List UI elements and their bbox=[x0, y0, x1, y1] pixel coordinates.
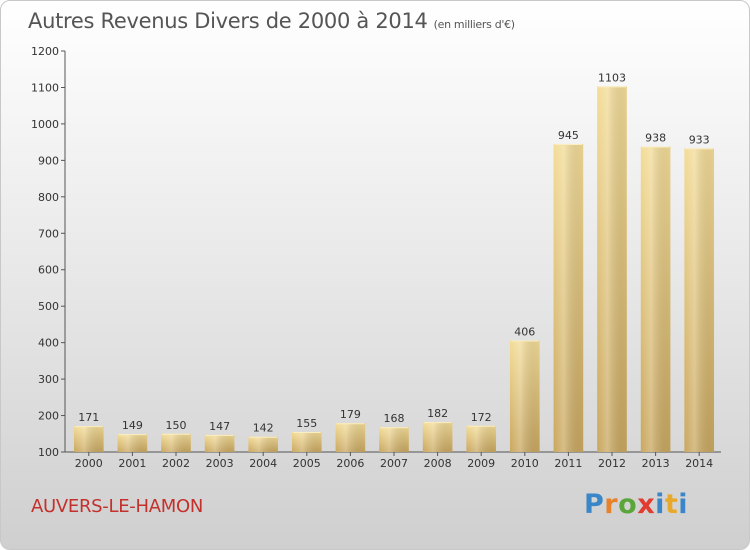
logo-letter: P bbox=[584, 489, 605, 520]
y-tick-label: 700 bbox=[38, 227, 59, 240]
y-tick-label: 600 bbox=[38, 264, 59, 277]
logo-letter: i bbox=[655, 489, 665, 520]
value-label-2006: 179 bbox=[340, 408, 361, 421]
y-tick-label: 100 bbox=[38, 446, 59, 459]
bar-highlight-2014 bbox=[684, 148, 715, 453]
bar-highlight-2000 bbox=[73, 426, 104, 452]
unit-label: (en milliers d'€) bbox=[433, 18, 515, 31]
logo-letter: t bbox=[664, 489, 679, 520]
logo-letter: i bbox=[678, 489, 689, 520]
value-label-2003: 147 bbox=[209, 420, 230, 433]
value-label-2001: 149 bbox=[122, 419, 143, 432]
x-tick-label-2010: 2010 bbox=[511, 457, 539, 470]
value-label-2002: 150 bbox=[166, 419, 187, 432]
bar-highlight-2001 bbox=[117, 434, 148, 452]
value-label-2013: 938 bbox=[645, 132, 666, 145]
bar-highlight-2010 bbox=[509, 340, 540, 452]
bar-highlight-2008 bbox=[422, 422, 453, 452]
value-label-2014: 933 bbox=[689, 133, 710, 146]
y-tick-label: 300 bbox=[38, 373, 59, 386]
bar-highlight-2005 bbox=[291, 431, 322, 452]
x-tick-label-2004: 2004 bbox=[249, 457, 277, 470]
y-tick-label: 800 bbox=[38, 191, 59, 204]
bar-highlight-2011 bbox=[553, 143, 584, 452]
y-tick-label: 200 bbox=[38, 410, 59, 423]
bar-highlight-2013 bbox=[640, 146, 671, 452]
bar-highlight-2003 bbox=[204, 434, 235, 452]
chart-title-text: Autres Revenus Divers de 2000 à 2014 bbox=[28, 9, 428, 33]
value-label-2005: 155 bbox=[296, 417, 317, 430]
value-label-2010: 406 bbox=[514, 325, 535, 338]
place-name: AUVERS-LE-HAMON bbox=[31, 496, 204, 517]
y-tick-label: 1100 bbox=[31, 81, 59, 94]
y-tick-label: 500 bbox=[38, 300, 59, 313]
axes: 100 200 300 400 500 600 700 800 900 1000 1100 1200 bbox=[31, 45, 721, 459]
x-tick-label-2006: 2006 bbox=[336, 457, 364, 470]
x-tick-label-2013: 2013 bbox=[642, 457, 670, 470]
x-tick-label-2000: 2000 bbox=[75, 457, 103, 470]
value-label-2011: 945 bbox=[558, 129, 579, 142]
x-tick-label-2009: 2009 bbox=[467, 457, 495, 470]
bar-highlight-2007 bbox=[379, 427, 409, 452]
proxiti-logo: Proxiti bbox=[584, 489, 688, 520]
labels: 171 2000 149 2001 150 2002 147 2003 142 2004 155 20… bbox=[75, 71, 713, 470]
y-tick-label: 1200 bbox=[31, 45, 59, 58]
bar-highlight-2012 bbox=[597, 86, 627, 453]
bar-highlight-2004 bbox=[248, 436, 279, 452]
value-label-2008: 182 bbox=[427, 407, 448, 420]
value-label-2007: 168 bbox=[384, 412, 405, 425]
value-label-2004: 142 bbox=[253, 422, 274, 435]
bar-highlight-2009 bbox=[466, 425, 497, 452]
y-tick-label: 1000 bbox=[31, 118, 59, 131]
logo-letter: r bbox=[604, 489, 619, 520]
x-tick-label-2005: 2005 bbox=[293, 457, 321, 470]
x-tick-label-2014: 2014 bbox=[685, 457, 713, 470]
value-label-2009: 172 bbox=[471, 411, 492, 424]
y-tick-label: 900 bbox=[38, 154, 59, 167]
value-label-2000: 171 bbox=[78, 411, 99, 424]
y-tick-label: 400 bbox=[38, 337, 59, 350]
bars bbox=[73, 86, 715, 453]
x-tick-label-2002: 2002 bbox=[162, 457, 190, 470]
x-tick-label-2011: 2011 bbox=[554, 457, 582, 470]
logo-letter: x bbox=[637, 489, 656, 520]
x-tick-label-2008: 2008 bbox=[424, 457, 452, 470]
logo-letter: o bbox=[618, 489, 638, 520]
x-tick-label-2001: 2001 bbox=[118, 457, 146, 470]
bar-highlight-2002 bbox=[161, 433, 191, 452]
x-tick-label-2003: 2003 bbox=[206, 457, 234, 470]
x-tick-label-2012: 2012 bbox=[598, 457, 626, 470]
bar-highlight-2006 bbox=[335, 423, 366, 452]
value-label-2012: 1103 bbox=[598, 71, 626, 84]
x-tick-label-2007: 2007 bbox=[380, 457, 408, 470]
chart-title: Autres Revenus Divers de 2000 à 2014 (en … bbox=[28, 9, 515, 33]
